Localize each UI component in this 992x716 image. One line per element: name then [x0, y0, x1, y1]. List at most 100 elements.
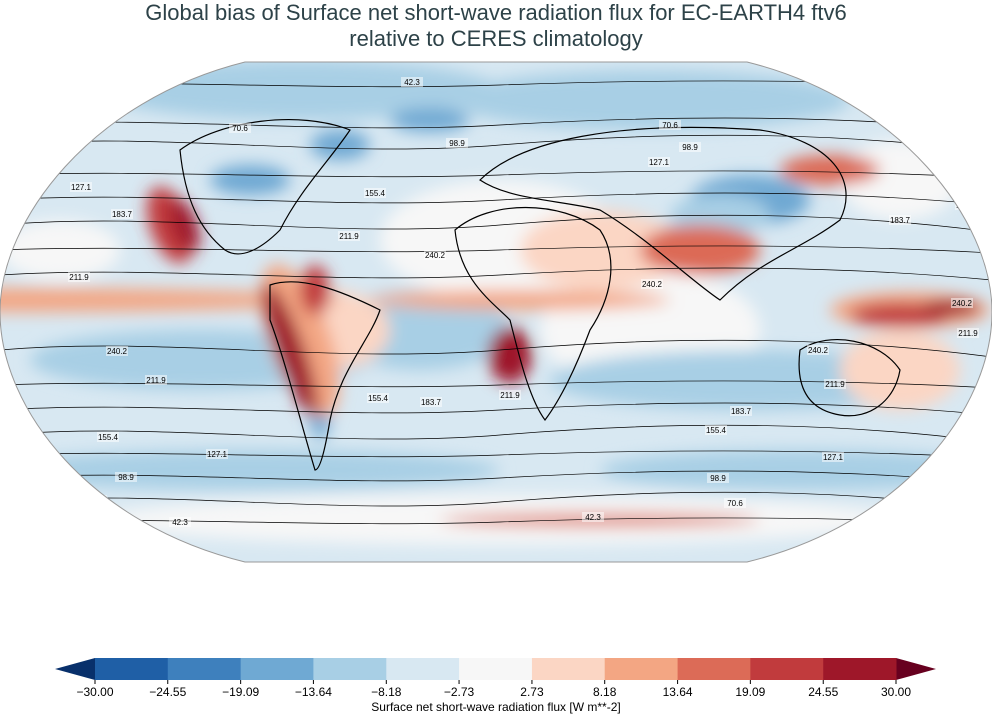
- bias-region: [170, 198, 200, 252]
- contour-label: 98.9: [449, 139, 465, 148]
- coastline: [479, 126, 847, 301]
- coastlines: [179, 118, 901, 471]
- bias-region: [520, 210, 680, 290]
- contour-label: 127.1: [649, 158, 670, 167]
- contour-label-bg: [889, 215, 911, 225]
- contour-line: [0, 117, 992, 131]
- colorbar: −30.00 −24.55 −19.09 −13.64 −8.18 −2.73 2.73 8.…: [55, 658, 936, 699]
- colorbar-label: Surface net short-wave radiation flux [W…: [371, 700, 620, 714]
- contour-line: [0, 517, 992, 526]
- contour-label-bg: [401, 77, 423, 87]
- contour-label-bg: [420, 397, 442, 407]
- contour-label-bg: [97, 432, 119, 442]
- contour-label: 98.9: [118, 473, 134, 482]
- contour-label-bg: [659, 120, 681, 130]
- contour-label: 155.4: [368, 394, 389, 403]
- bias-region: [370, 290, 670, 310]
- contour-label: 70.6: [662, 121, 678, 130]
- bias-region: [450, 70, 850, 130]
- contour-label-bg: [679, 142, 701, 152]
- colorbar-bin: [95, 658, 169, 680]
- title-line: Global bias of Surface net short-wave ra…: [145, 0, 846, 25]
- contour-label: 211.9: [69, 273, 89, 282]
- contour-label: 127.1: [823, 453, 844, 462]
- bias-region: [210, 165, 290, 195]
- contour-label-bg: [111, 209, 133, 219]
- colorbar-bin: [167, 658, 242, 680]
- contour-label: 155.4: [706, 426, 727, 435]
- contour-label-bg: [957, 328, 979, 338]
- contour-line: [0, 402, 992, 416]
- contour-line: [0, 170, 992, 179]
- contour-label: 98.9: [682, 143, 698, 152]
- contour-label-bg: [582, 512, 604, 522]
- colorbar-bin: [313, 658, 387, 680]
- colorbar-tick-label: 13.64: [663, 685, 693, 699]
- contour-label: 240.2: [107, 347, 128, 356]
- bias-region: [0, 220, 120, 280]
- contour-label-bg: [499, 390, 521, 400]
- colorbar-bin: [459, 658, 533, 680]
- contour-label-bg: [446, 138, 468, 148]
- bias-region: [262, 284, 318, 416]
- contour-label-bg: [106, 346, 128, 356]
- contour-label-bg: [807, 345, 829, 355]
- contour-label: 42.3: [84, 84, 100, 93]
- contour-label: 240.2: [952, 299, 973, 308]
- contour-label: 211.9: [825, 380, 845, 389]
- map: 42.3 42.3 42.3 42.3 70.6 70.6 70.6 70.6 98.9 98.9…: [0, 62, 992, 562]
- contour-line: [0, 245, 992, 254]
- contour-label: 42.3: [172, 518, 188, 527]
- colorbar-bin: [531, 658, 606, 680]
- contour-label: 240.2: [808, 346, 829, 355]
- contour-label: 211.9: [958, 329, 978, 338]
- contour-label: 183.7: [890, 216, 911, 225]
- colorbar-bin: [750, 658, 824, 680]
- contour-label-bg: [707, 473, 729, 483]
- colorbar-bin: [677, 658, 751, 680]
- contour-label: 155.4: [98, 433, 119, 442]
- colorbar-tick-label: 24.55: [808, 685, 838, 699]
- contour-label-bg: [364, 188, 386, 198]
- contour-line: [0, 267, 992, 281]
- colorbar-tick-label: 30.00: [881, 685, 911, 699]
- bias-region: [640, 225, 760, 275]
- bias-region: [0, 288, 340, 312]
- contour-label: 211.9: [339, 232, 359, 241]
- contour-label-bg: [951, 298, 973, 308]
- contour-label: 183.7: [731, 407, 752, 416]
- contour-label: 211.9: [146, 376, 166, 385]
- colorbar-extend-under: [55, 658, 95, 680]
- bias-region: [600, 450, 992, 490]
- contour-label-bg: [724, 498, 746, 508]
- colorbar-tick-label: 19.09: [735, 685, 765, 699]
- colorbar-bin: [386, 658, 460, 680]
- contour-label-bg: [145, 375, 167, 385]
- title-line: relative to CERES climatology: [349, 26, 642, 51]
- contour-label-bg: [641, 279, 663, 289]
- contour-label-bg: [822, 452, 844, 462]
- coastline: [179, 118, 351, 255]
- contour-label-bg: [424, 250, 446, 260]
- contour-line: [0, 339, 992, 358]
- contour-label-bg: [705, 425, 727, 435]
- contour-line: [0, 491, 992, 510]
- contour-line: [0, 192, 992, 206]
- coastline: [454, 207, 612, 422]
- contour-label: 240.2: [642, 280, 663, 289]
- contour-label-bg: [229, 123, 251, 133]
- contour-label: 183.7: [112, 210, 133, 219]
- bias-region: [300, 265, 330, 315]
- bias-region: [780, 155, 880, 185]
- contour-label-bg: [115, 472, 137, 482]
- contour-label-bg: [367, 393, 389, 403]
- contour-label-bg: [70, 182, 92, 192]
- contour-label-bg: [169, 517, 191, 527]
- colorbar-extend-over: [896, 658, 936, 680]
- contour-label: 98.9: [710, 474, 726, 483]
- colorbar-tick-label: −30.00: [76, 685, 113, 699]
- colorbar-tick-label: −8.18: [371, 685, 402, 699]
- contour-label-bg: [68, 272, 90, 282]
- colorbar-bin: [604, 658, 679, 680]
